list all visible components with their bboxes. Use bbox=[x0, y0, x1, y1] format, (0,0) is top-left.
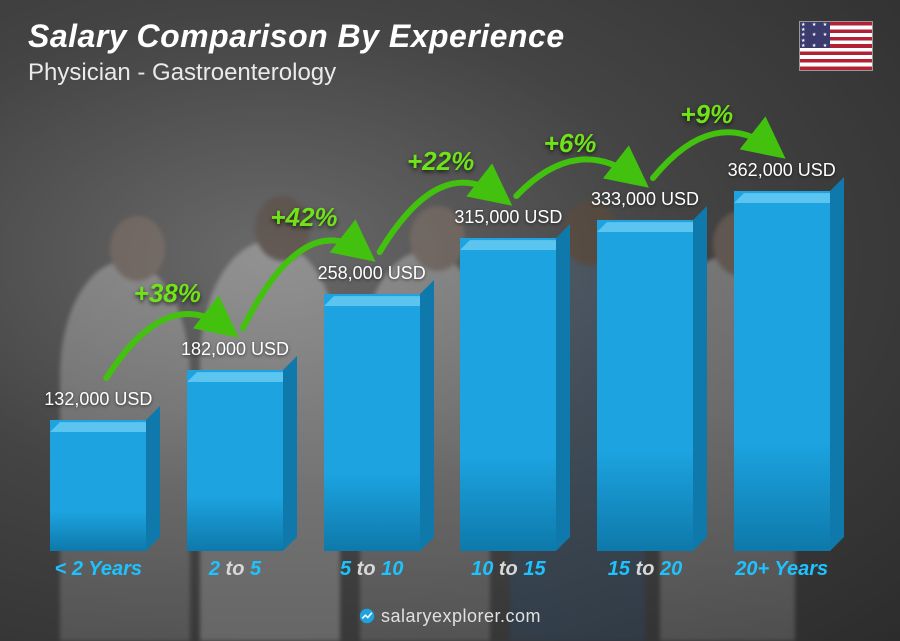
bar-chart: 132,000 USD 182,000 USD 258,000 USD 315,000… bbox=[30, 110, 850, 581]
increment-pct-label: +42% bbox=[270, 202, 337, 233]
bar bbox=[324, 294, 420, 551]
bar-slot: 362,000 USD bbox=[713, 160, 850, 551]
country-flag-us: ★ ★ ★ ★★ ★ ★ ★★ ★ ★ ★★ ★ ★ ★★ ★ ★ ★ bbox=[800, 22, 872, 70]
increment-pct-label: +38% bbox=[134, 278, 201, 309]
bar-slot: 333,000 USD bbox=[577, 189, 714, 551]
x-axis-label: 5 to 10 bbox=[303, 558, 440, 581]
x-axis-label: < 2 Years bbox=[30, 558, 167, 581]
bar-slot: 315,000 USD bbox=[440, 207, 577, 551]
increment-pct-label: +6% bbox=[544, 128, 597, 159]
x-axis-label: 20+ Years bbox=[713, 558, 850, 581]
bar-value-label: 182,000 USD bbox=[181, 339, 289, 360]
bar bbox=[734, 191, 830, 551]
bar-slot: 132,000 USD bbox=[30, 389, 167, 551]
bar bbox=[597, 220, 693, 551]
bar-slot: 182,000 USD bbox=[167, 339, 304, 551]
bar-value-label: 258,000 USD bbox=[318, 263, 426, 284]
increment-pct-label: +22% bbox=[407, 146, 474, 177]
x-axis-label: 2 to 5 bbox=[167, 558, 304, 581]
footer: salaryexplorer.com bbox=[0, 606, 900, 627]
bar-value-label: 333,000 USD bbox=[591, 189, 699, 210]
increment-pct-label: +9% bbox=[680, 99, 733, 130]
bar-value-label: 362,000 USD bbox=[728, 160, 836, 181]
logo-icon bbox=[359, 608, 375, 624]
bar-value-label: 132,000 USD bbox=[44, 389, 152, 410]
bar-value-label: 315,000 USD bbox=[454, 207, 562, 228]
chart-title: Salary Comparison By Experience bbox=[28, 18, 565, 55]
bar-slot: 258,000 USD bbox=[303, 263, 440, 551]
bar bbox=[460, 238, 556, 551]
bar bbox=[187, 370, 283, 551]
x-axis-label: 10 to 15 bbox=[440, 558, 577, 581]
footer-text: salaryexplorer.com bbox=[381, 606, 541, 626]
infographic-canvas: Salary Comparison By Experience Physicia… bbox=[0, 0, 900, 641]
x-axis-label: 15 to 20 bbox=[577, 558, 714, 581]
x-axis-labels: < 2 Years2 to 55 to 1010 to 1515 to 2020… bbox=[30, 558, 850, 581]
bar bbox=[50, 420, 146, 551]
title-block: Salary Comparison By Experience Physicia… bbox=[28, 18, 565, 87]
chart-subtitle: Physician - Gastroenterology bbox=[28, 59, 565, 87]
